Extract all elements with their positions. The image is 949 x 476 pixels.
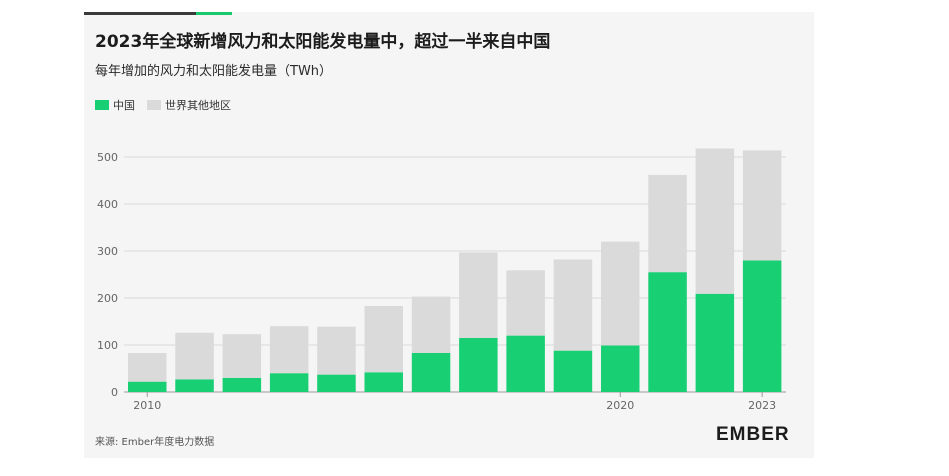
bar-china xyxy=(128,381,167,392)
legend-item-china: 中国 xyxy=(95,97,135,113)
legend-swatch-rest-of-world xyxy=(147,100,161,110)
bar-rest-of-world xyxy=(317,326,356,375)
bar-rest-of-world xyxy=(128,352,167,382)
bars xyxy=(128,148,782,392)
bar-china xyxy=(364,372,403,392)
y-tick-label: 0 xyxy=(111,386,118,399)
bar-china xyxy=(648,272,687,392)
y-axis-ticks: 0 100 200 300 400 500 xyxy=(97,151,118,399)
y-tick-label: 100 xyxy=(97,339,118,352)
chart-title: 2023年全球新增风力和太阳能发电量中，超过一半来自中国 xyxy=(95,32,551,52)
bar-china xyxy=(269,373,309,392)
source-note: 来源: Ember年度电力数据 xyxy=(95,437,215,448)
y-tick-label: 500 xyxy=(97,151,118,164)
stacked-bar-chart: 0 100 200 300 400 500 2010 2020 2023 xyxy=(97,148,786,412)
bar-china xyxy=(506,335,545,392)
bar-rest-of-world xyxy=(506,270,545,336)
legend-label-china: 中国 xyxy=(113,99,135,112)
bar-china xyxy=(695,293,735,392)
y-tick-label: 200 xyxy=(97,292,118,305)
y-tick-label: 300 xyxy=(97,245,118,258)
bar-rest-of-world xyxy=(175,332,214,380)
bar-rest-of-world xyxy=(364,305,403,373)
bar-china xyxy=(459,337,498,392)
bar-china xyxy=(317,374,356,392)
chart-subtitle: 每年增加的风力和太阳能发电量（TWh） xyxy=(95,64,333,79)
bar-china xyxy=(742,260,782,392)
bar-rest-of-world xyxy=(648,174,687,273)
legend-item-rest-of-world: 世界其他地区 xyxy=(147,97,231,113)
bar-china xyxy=(411,352,451,392)
bar-china xyxy=(601,345,640,392)
top-accent-rule xyxy=(84,12,232,15)
bar-rest-of-world xyxy=(742,150,782,261)
bar-china xyxy=(175,379,214,392)
bar-rest-of-world xyxy=(222,334,262,378)
bar-rest-of-world xyxy=(553,259,593,351)
x-tick-label: 2023 xyxy=(748,399,776,412)
x-tick-label: 2010 xyxy=(133,399,161,412)
bar-rest-of-world xyxy=(601,241,640,346)
ember-logo: EMBER xyxy=(716,424,790,445)
bar-china xyxy=(222,377,262,392)
x-tick-label: 2020 xyxy=(606,399,634,412)
bar-rest-of-world xyxy=(459,252,498,338)
bar-rest-of-world xyxy=(269,326,309,374)
bar-rest-of-world xyxy=(411,296,451,353)
legend: 中国 世界其他地区 xyxy=(95,97,243,113)
accent-segment xyxy=(196,12,232,15)
y-tick-label: 400 xyxy=(97,198,118,211)
legend-swatch-china xyxy=(95,100,109,110)
bar-china xyxy=(553,350,593,392)
legend-label-rest-of-world: 世界其他地区 xyxy=(165,99,231,112)
bar-rest-of-world xyxy=(695,148,735,294)
x-axis-ticks: 2010 2020 2023 xyxy=(133,392,776,412)
